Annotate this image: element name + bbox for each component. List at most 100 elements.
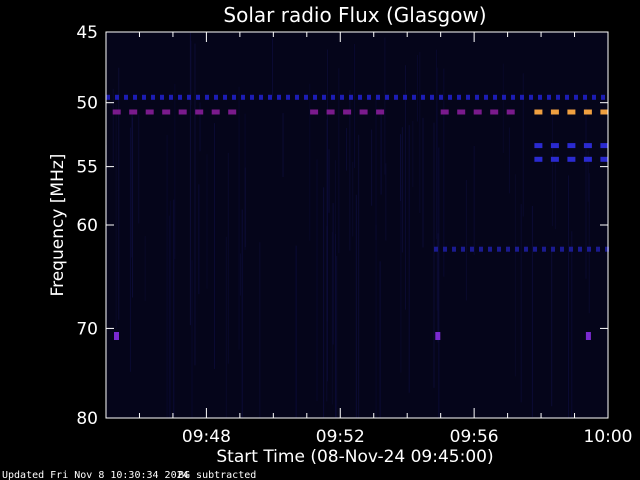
emission-dash xyxy=(277,94,281,100)
emission-spot xyxy=(114,332,119,340)
emission-dash xyxy=(232,94,236,100)
emission-dash xyxy=(196,94,200,100)
emission-dash xyxy=(601,94,605,100)
emission-dash xyxy=(520,94,524,100)
emission-dash xyxy=(359,109,368,115)
bg-subtracted-note: BG subtracted xyxy=(178,470,256,480)
noise-streak xyxy=(400,185,402,373)
noise-streak xyxy=(522,73,524,217)
emission-dash xyxy=(567,143,576,149)
emission-dash xyxy=(385,94,389,100)
noise-streak xyxy=(331,232,333,405)
noise-streak xyxy=(227,152,229,364)
emission-spot xyxy=(585,332,591,340)
emission-dash xyxy=(587,246,591,252)
emission-dash xyxy=(112,109,121,115)
noise-streak xyxy=(138,114,140,224)
noise-streak xyxy=(352,161,354,237)
noise-streak xyxy=(173,199,175,417)
y-tick-label: 55 xyxy=(76,158,98,178)
y-tick-label: 50 xyxy=(76,94,98,114)
emission-dash xyxy=(592,94,596,100)
noise-streak xyxy=(345,128,347,171)
noise-streak xyxy=(239,253,241,296)
emission-dash xyxy=(457,94,461,100)
noise-streak xyxy=(198,184,200,295)
noise-streak xyxy=(131,113,133,258)
noise-streak xyxy=(190,40,192,106)
noise-streak xyxy=(408,125,410,393)
emission-dash xyxy=(434,246,438,252)
x-axis-title: Start Time (08-Nov-24 09:45:00) xyxy=(216,447,493,467)
emission-dash xyxy=(151,94,155,100)
noise-streak xyxy=(433,122,435,388)
noise-streak xyxy=(531,205,533,417)
emission-dash xyxy=(223,94,227,100)
emission-dash xyxy=(475,94,479,100)
emission-dash xyxy=(367,94,371,100)
noise-streak xyxy=(401,127,403,253)
noise-streak xyxy=(551,251,553,407)
noise-streak xyxy=(502,63,504,154)
noise-streak xyxy=(375,224,377,418)
y-axis-title: Frequency [MHz] xyxy=(48,154,68,297)
x-tick-label: 10:00 xyxy=(584,427,633,447)
emission-dash xyxy=(600,109,609,115)
emission-dash xyxy=(493,94,497,100)
noise-streak xyxy=(194,43,196,366)
emission-spot xyxy=(435,332,441,340)
emission-dash xyxy=(466,94,470,100)
noise-streak xyxy=(371,129,373,206)
emission-dash xyxy=(538,94,542,100)
emission-dash xyxy=(228,109,237,115)
noise-streak xyxy=(323,187,325,418)
noise-streak xyxy=(206,154,208,289)
noise-streak xyxy=(520,204,522,403)
emission-dash xyxy=(529,94,533,100)
emission-dash xyxy=(448,94,452,100)
emission-dash xyxy=(162,109,171,115)
plot-area xyxy=(106,32,609,419)
emission-dash xyxy=(241,94,245,100)
axes: 45 50 55 60 70 80 09:48 09:52 09:56 10:00 xyxy=(76,23,632,447)
noise-streak xyxy=(379,261,381,418)
emission-dash xyxy=(567,156,576,162)
emission-dash xyxy=(533,246,537,252)
emission-dash xyxy=(550,156,559,162)
noise-streak xyxy=(436,67,438,311)
emission-dash xyxy=(452,246,456,252)
emission-dash xyxy=(343,109,352,115)
noise-streak xyxy=(244,167,246,248)
emission-dash xyxy=(331,94,335,100)
noise-streak xyxy=(358,134,360,419)
noise-streak xyxy=(465,180,467,301)
emission-dash xyxy=(322,94,326,100)
y-tick-label: 80 xyxy=(76,409,98,429)
emission-dash xyxy=(551,246,555,252)
emission-dash xyxy=(326,109,335,115)
emission-dash xyxy=(556,94,560,100)
noise-streak xyxy=(585,107,587,279)
emission-dash xyxy=(394,94,398,100)
emission-dash xyxy=(550,109,559,115)
emission-dash xyxy=(600,143,609,149)
noise-streak xyxy=(385,163,387,241)
emission-dash xyxy=(133,94,137,100)
noise-streak xyxy=(225,236,227,418)
noise-streak xyxy=(316,159,318,402)
emission-dash xyxy=(430,94,434,100)
emission-dash xyxy=(567,109,576,115)
noise-streak xyxy=(332,203,334,345)
noise-streak xyxy=(191,260,193,418)
noise-streak xyxy=(514,174,516,377)
y-tick-label: 70 xyxy=(76,319,98,339)
noise-streak xyxy=(106,144,108,323)
emission-dash xyxy=(214,94,218,100)
emission-dash xyxy=(313,94,317,100)
emission-dash xyxy=(470,246,474,252)
noise-streak xyxy=(375,96,377,241)
noise-streak xyxy=(571,231,573,418)
noise-streak xyxy=(412,120,414,188)
emission-dash xyxy=(440,109,449,115)
emission-dash xyxy=(259,94,263,100)
